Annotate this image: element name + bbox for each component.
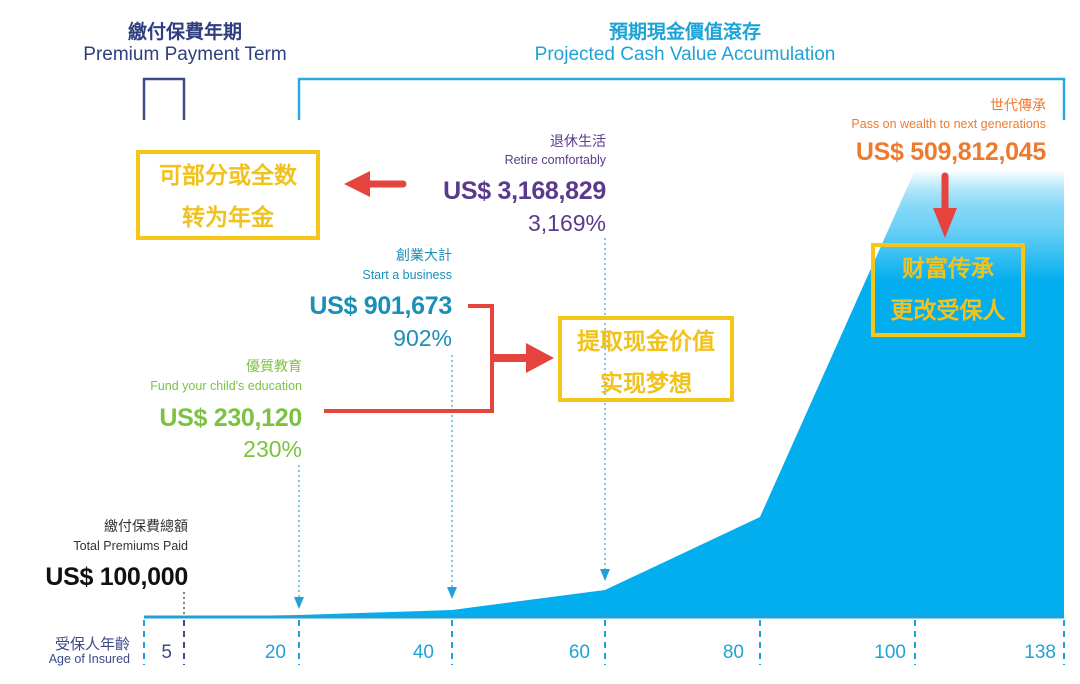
cash-value-bracket — [297, 77, 1066, 120]
cash-value-area — [144, 170, 1064, 617]
education-amount: US$ 230,120 — [159, 404, 302, 432]
red-arrow-down — [933, 172, 957, 238]
tick-20: 20 — [264, 642, 286, 663]
premiums-amount: US$ 100,000 — [45, 563, 188, 591]
red-arrow-left — [344, 171, 407, 197]
annuity-callout-line2: 转为年金 — [182, 204, 274, 230]
business-label-en: Start a business — [362, 268, 452, 282]
tick-marks — [143, 620, 1065, 665]
premiums-label-en: Total Premiums Paid — [73, 539, 188, 553]
annuity-callout-line1: 可部分或全数 — [159, 162, 297, 188]
leader-lines — [183, 238, 606, 615]
retire-label-en: Retire comfortably — [504, 153, 606, 167]
payment-term-title-en: Premium Payment Term — [83, 44, 287, 65]
axis-label-zh: 受保人年齡 — [54, 636, 130, 653]
tick-40: 40 — [412, 642, 434, 663]
business-percent: 902% — [393, 325, 452, 351]
retire-percent: 3,169% — [527, 210, 606, 236]
retire-label-zh: 退休生活 — [550, 133, 606, 149]
tick-5: 5 — [161, 642, 172, 663]
premiums-label-zh: 繳付保費總額 — [104, 518, 188, 534]
education-label-en: Fund your child's education — [150, 379, 302, 393]
tick-80: 80 — [722, 642, 744, 663]
tick-138: 138 — [1024, 642, 1056, 663]
payment-term-bracket — [142, 77, 186, 120]
withdraw-callout: 提取现金价值 实现梦想 — [558, 316, 734, 402]
legacy-amount: US$ 509,812,045 — [855, 138, 1046, 166]
tick-100: 100 — [874, 642, 906, 663]
cash-value-title-zh: 預期現金價值滾存 — [608, 22, 761, 43]
tick-60: 60 — [568, 642, 590, 663]
withdraw-callout-line1: 提取现金价值 — [577, 328, 715, 354]
education-label-zh: 優質教育 — [246, 358, 302, 374]
legacy-label-zh: 世代傳承 — [990, 97, 1046, 113]
education-percent: 230% — [243, 436, 302, 462]
payment-term-title-zh: 繳付保費年期 — [127, 22, 242, 43]
red-bracket-arrow — [324, 304, 494, 413]
business-amount: US$ 901,673 — [309, 292, 452, 320]
axis-label-en: Age of Insured — [48, 652, 130, 666]
annuity-callout: 可部分或全数 转为年金 — [136, 150, 320, 240]
business-label-zh: 創業大計 — [396, 247, 452, 263]
red-arrow-right — [494, 343, 554, 373]
legacy-label-en: Pass on wealth to next generations — [851, 117, 1046, 131]
pointer-arrows — [294, 569, 610, 609]
withdraw-callout-line2: 实现梦想 — [600, 370, 692, 396]
cash-value-title-en: Projected Cash Value Accumulation — [534, 44, 836, 65]
inherit-callout-line1: 财富传承 — [902, 255, 994, 281]
inherit-callout-line2: 更改受保人 — [890, 297, 1006, 323]
retire-amount: US$ 3,168,829 — [443, 177, 606, 205]
inherit-callout: 财富传承 更改受保人 — [871, 243, 1025, 337]
